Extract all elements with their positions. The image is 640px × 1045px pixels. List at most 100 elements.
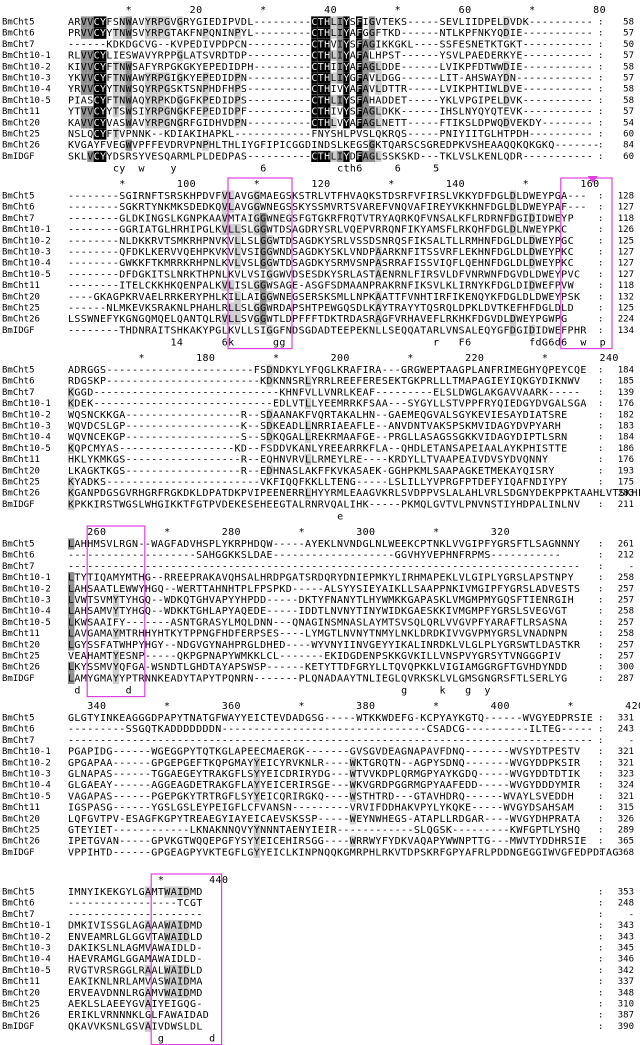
conservation-shade [170, 931, 177, 943]
sequence: LQFGVTPV-ESAGFKGPYTREAEGYIAYEICAEVSKSSP-… [68, 814, 580, 825]
conservation-shade [375, 302, 382, 314]
sequence: ----------------------------------------… [68, 561, 580, 572]
conservation-shade [253, 824, 260, 836]
sequence: ERIKLVRNNNKLGLFAWAIDAD [68, 1010, 209, 1021]
conservation-shade [164, 931, 171, 943]
sequence-name: BmCht10-5 [2, 792, 51, 802]
end-position: 176 [618, 399, 634, 409]
conservation-shade [260, 246, 267, 258]
end-position: 261 [618, 540, 634, 550]
sequence-name: BmCht10-1 [2, 51, 51, 61]
separator: : [598, 214, 603, 224]
conservation-shade [362, 50, 369, 62]
end-position: 300 [618, 663, 634, 673]
sequence-name: BmIDGF [2, 326, 35, 336]
end-position: 390 [618, 1022, 634, 1032]
separator: : [598, 584, 603, 594]
separator: : [598, 18, 603, 28]
conservation-shade [234, 117, 241, 129]
conservation-shade [183, 964, 190, 976]
conservation-shade [100, 117, 107, 129]
conservation-shade [375, 72, 382, 84]
conservation-shade [176, 16, 184, 28]
conservation-shade [266, 409, 273, 421]
conservation-shade [253, 313, 260, 325]
conservation-shade [368, 150, 376, 162]
separator: : [598, 837, 603, 847]
conservation-shade [375, 246, 382, 258]
conservation-shade [253, 790, 260, 802]
end-position: 342 [618, 966, 634, 976]
conservation-shade [228, 280, 235, 292]
conservation-shade [253, 212, 260, 224]
sequence-name: BmCht20 [2, 466, 40, 476]
conservation-shade [362, 38, 369, 50]
sequence: WQVNCEKGP------------------S--SDKQGALLRE… [68, 432, 567, 443]
conservation-shade [528, 235, 536, 247]
sequence-name: BmIDGF [2, 500, 35, 510]
separator: : [598, 562, 603, 572]
conservation-shade [356, 106, 363, 118]
conservation-shade [503, 94, 510, 106]
conservation-shade [164, 987, 171, 999]
conservation-shade [317, 16, 324, 28]
conservation-shade [317, 61, 324, 73]
sequence-name: BmCht10-2 [2, 758, 51, 768]
end-position: 310 [618, 1000, 634, 1010]
separator: : [598, 304, 603, 314]
end-position: 248 [618, 899, 634, 909]
conservation-shade [356, 16, 363, 28]
conservation-shade [503, 83, 510, 95]
sequence: --------SGIRNFTSRSKHPDVFVLAVGGMAEGSKSTRL… [68, 191, 586, 202]
conservation-shade [87, 106, 94, 118]
conservation-shade [202, 83, 209, 95]
conservation-shade [356, 94, 363, 106]
end-position: 212 [618, 551, 634, 561]
conservation-shade [221, 201, 228, 213]
conservation-shade [253, 779, 260, 791]
separator: : [598, 281, 603, 291]
conservation-shade [112, 650, 120, 662]
conservation-shade [336, 27, 344, 39]
sequence: --------GWKKFTKMRRKRHPNLKVLVSLGGWTDSAGDK… [68, 258, 574, 269]
conservation-shade [93, 106, 100, 118]
conservation-shade [330, 94, 337, 106]
separator: : [598, 444, 603, 454]
conservation-shade [68, 476, 75, 488]
end-position: 58 [623, 18, 634, 28]
separator: : [598, 988, 603, 998]
separator: : [598, 248, 603, 258]
conservation-shade [125, 61, 132, 73]
conservation-shade [112, 83, 120, 95]
sequence: VAGAPAS------PGEPGKYTRTRGFLSYYEICQRIRGKQ… [68, 791, 574, 802]
conservation-shade [100, 150, 107, 162]
end-position: 321 [618, 758, 634, 768]
end-position: 185 [618, 377, 634, 387]
conservation-shade [336, 72, 344, 84]
conservation-shade [164, 117, 171, 129]
conservation-shade [100, 61, 107, 73]
end-position: - [629, 562, 634, 572]
conservation-shade [349, 813, 356, 825]
conservation-shade [157, 16, 164, 28]
sequence: WQSNCKKGA------------------R--SDAANAKFVQ… [68, 410, 567, 421]
sequence: ERVEAVDNNLRGAMVWAIDMD [68, 988, 202, 999]
conservation-shade [157, 94, 164, 106]
end-position: 257 [618, 584, 634, 594]
conservation-shade [125, 117, 132, 129]
conservation-shade [317, 50, 324, 62]
conservation-shade [266, 291, 273, 303]
separator: : [598, 899, 603, 909]
conservation-shade [324, 94, 331, 106]
conservation-shade [68, 487, 75, 499]
conservation-shade [375, 313, 382, 325]
conservation-shade [266, 235, 273, 247]
conservation-shade [234, 27, 241, 39]
separator: : [598, 315, 603, 325]
conservation-shade [349, 768, 356, 780]
conservation-shade [356, 61, 363, 73]
separator: : [598, 366, 603, 376]
conservation-shade [253, 280, 260, 292]
conservation-shade [234, 224, 241, 236]
sequence: PGAPIDG------WGEGGPYTQTKGLAPEECMAERGK---… [68, 747, 580, 758]
